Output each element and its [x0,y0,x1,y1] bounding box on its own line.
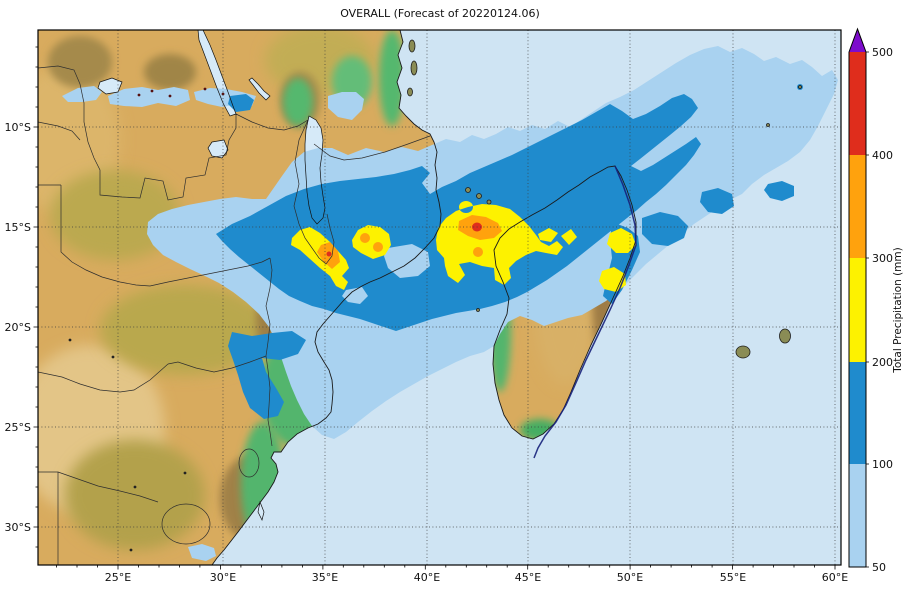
speck [221,92,225,96]
y-tick-label: 20°S [5,321,31,334]
terrain-blob [144,54,196,90]
terrain-blob [100,285,270,375]
colorbar-segment-50 [849,464,866,567]
coastline [211,30,442,565]
speck [137,93,141,97]
colorbar-over-arrow [849,29,866,52]
y-tick-label: 25°S [5,421,31,434]
speck [129,548,133,552]
mayotte-island [486,199,492,205]
precip-orange-dot [373,242,383,252]
precip-orange [317,215,502,269]
colorbar-segment-200 [849,258,866,362]
x-tick-label: 35°E [312,571,338,584]
y-axis-labels: 10°S 15°S 20°S 25°S 30°S [5,121,31,534]
precip-yellow [291,201,636,292]
colorbar-outline [848,27,867,568]
speck [133,485,137,489]
madagascar-coastline [492,165,637,440]
colorbar-segment-400 [849,52,866,155]
reunion-island [735,345,751,359]
plot-frame [37,29,842,566]
y-tick-label: 15°S [5,221,31,234]
europa-island [476,308,480,312]
mauritius-island [779,328,791,344]
colorbar-tick-label: 200 [872,356,893,369]
x-tick-label: 25°E [105,571,131,584]
colorbar: 50 100 200 300 400 500 Total Precipitati… [848,27,904,574]
gridlines [38,30,841,565]
figure-title: OVERALL (Forecast of 20220124.06) [340,7,540,20]
precip-red-dot [326,251,332,257]
mafia-island [407,87,413,97]
x-tick-label: 50°E [617,571,643,584]
colorbar-axis-label: Total Precipitation (mm) [892,247,904,373]
colorbar-tick-label: 100 [872,458,893,471]
small-island [766,123,770,127]
comoros-island [476,193,482,199]
colorbar-segment-300 [849,155,866,258]
precip-level-200 [291,201,636,292]
country-borders [38,65,431,565]
x-axis-labels: 25°E 30°E 35°E 40°E 45°E 50°E 55°E 60°E [105,571,848,584]
precip-level-300 [317,215,502,269]
x-tick-label: 55°E [720,571,746,584]
speck [111,355,115,359]
speck [150,89,154,93]
line-work [38,30,637,565]
map-plot-area [38,30,841,565]
speck [203,87,207,91]
madagascar-east-track-line [533,165,637,459]
y-tick-label: 30°S [5,521,31,534]
precip-light-holes [342,244,430,304]
x-tick-label: 40°E [414,571,440,584]
speck [68,338,72,342]
terrain-blob [48,36,112,88]
x-tick-label: 30°E [210,571,236,584]
y-tick-label: 10°S [5,121,31,134]
terrain-green [283,78,313,126]
colorbar-ticks [866,51,869,568]
islands [407,39,802,359]
x-tick-label: 45°E [515,571,541,584]
precip-orange-dot [360,233,370,243]
colorbar-tick-label: 50 [872,561,886,574]
lesotho-border [161,503,211,545]
map-specks-sa [68,338,187,552]
zanzibar-island [410,60,418,76]
eswatini-border [238,448,260,478]
speck [183,471,187,475]
map-specks-nw [137,87,225,98]
precip-hole [342,244,430,304]
x-tick-label: 60°E [822,571,848,584]
colorbar-tick-label: 500 [872,46,893,59]
axis-ticks [33,46,836,570]
speck [168,94,172,98]
gridlines-horizontal [38,126,841,528]
colorbar-tick-label: 300 [872,252,893,265]
pemba-island [408,39,416,53]
colorbar-tick-label: 400 [872,149,893,162]
colorbar-segment-100 [849,362,866,464]
precip-orange-dot [473,247,483,257]
small-island [798,85,802,89]
comoros-island [465,187,471,193]
terrain-blob [50,170,180,260]
